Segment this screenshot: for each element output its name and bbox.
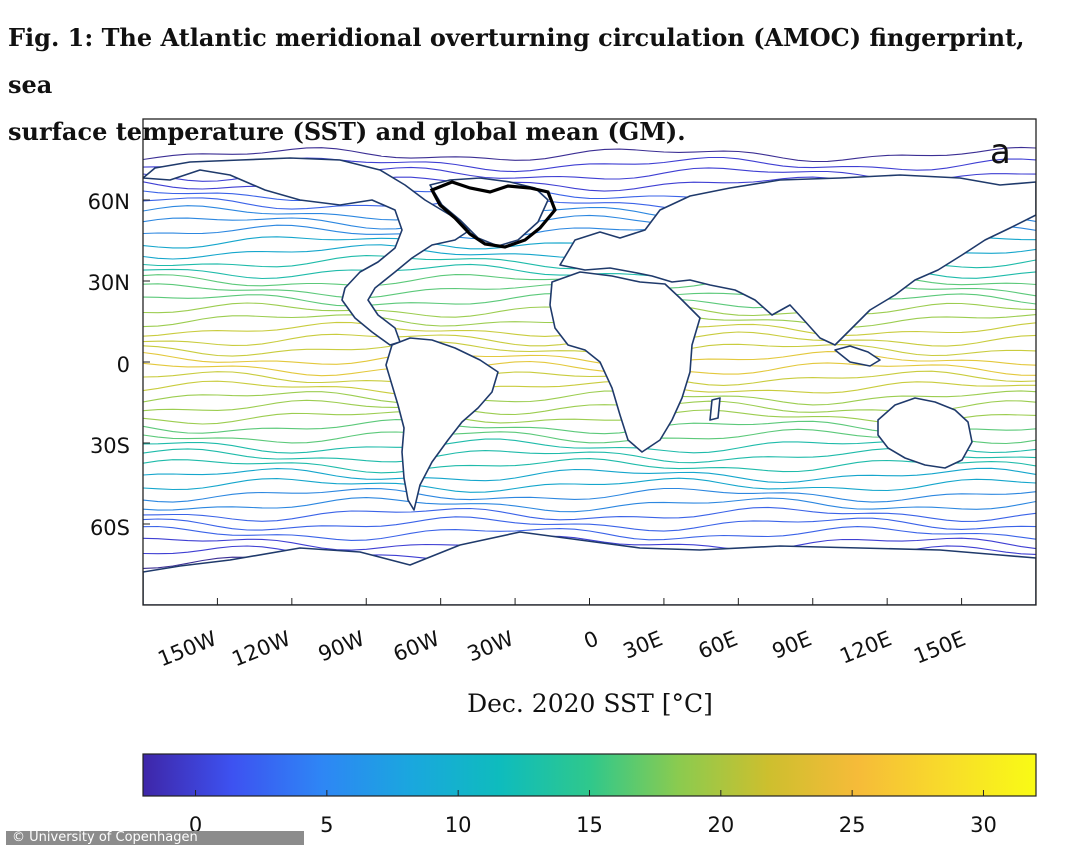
madagascar [709,397,721,421]
sst-contour-line [143,477,1036,493]
sst-contour-line [143,535,1036,551]
north-america [143,157,471,346]
sst-contour-line [143,380,1036,396]
colorbar-tick-label: 15 [576,813,603,837]
sst-contour-line [143,467,1036,484]
sst-contour-line [143,399,1036,416]
lon-tick-label: 30E [620,626,666,663]
sst-contour-line [143,448,1036,464]
antarctica [143,531,1036,605]
lon-tick-label: 120E [836,626,894,668]
latitude-tick-marks [143,199,150,525]
longitude-tick-marks [216,598,963,605]
australia [877,397,973,469]
colorbar-tick-label: 20 [707,813,734,837]
colorbar [142,753,1037,797]
lat-tick-label: 30S [90,434,130,458]
sst-contour-line [143,525,1036,541]
sst-contour-line [143,360,1036,377]
lon-tick-label: 150E [910,626,968,668]
indonesia [834,345,881,367]
caption-line-1: Fig. 1: The Atlantic meridional overturn… [8,23,1025,99]
lon-tick-label: 0 [580,626,601,653]
sst-contour-line [143,370,1036,386]
longitude-tick-labels: 150W 120W 90W 60W 30W 0 30E 60E 90E 120E… [154,626,968,671]
lon-tick-label: 60E [695,626,741,663]
map-xlabel: Dec. 2020 SST [°C] [467,689,713,718]
lon-tick-label: 90W [315,626,368,666]
sst-contour-line [143,506,1036,522]
figure-caption: Fig. 1: The Atlantic meridional overturn… [8,14,1068,155]
amoc-fingerprint-region [429,180,557,249]
sst-contour-line [143,516,1036,532]
lat-tick-label: 30N [88,271,130,295]
africa [549,271,701,453]
lat-tick-label: 60N [88,190,130,214]
sst-contour-line [143,497,1036,513]
south-america [385,337,499,511]
lon-tick-label: 120W [228,626,294,671]
latitude-tick-labels: 60N 30N 0 30S 60S [88,190,130,540]
colorbar-tick-label: 25 [839,813,866,837]
colorbar-tick-label: 30 [970,813,997,837]
sst-contour-line [143,146,1036,163]
sst-contour-line [143,487,1036,503]
colorbar-tick-label: 10 [445,813,472,837]
greenland [429,177,549,247]
lon-tick-label: 60W [390,626,443,666]
lat-tick-label: 60S [90,516,130,540]
panel-letter: a [990,132,1011,172]
colorbar-tick-label: 5 [320,813,333,837]
continents [143,157,1036,605]
image-credit: © University of Copenhagen [6,831,304,845]
lon-tick-label: 90E [769,626,815,663]
sst-contour-line [143,351,1036,367]
caption-line-2: surface temperature (SST) and global mea… [8,117,686,146]
lat-tick-label: 0 [117,353,130,377]
lon-tick-label: 150W [154,626,220,671]
sst-contour-line [143,390,1036,406]
colorbar-ticks: 0 5 10 15 20 25 30 [189,790,997,837]
lon-tick-label: 30W [464,626,517,666]
eurasia [559,174,1036,346]
sst-contour-line [143,458,1036,474]
